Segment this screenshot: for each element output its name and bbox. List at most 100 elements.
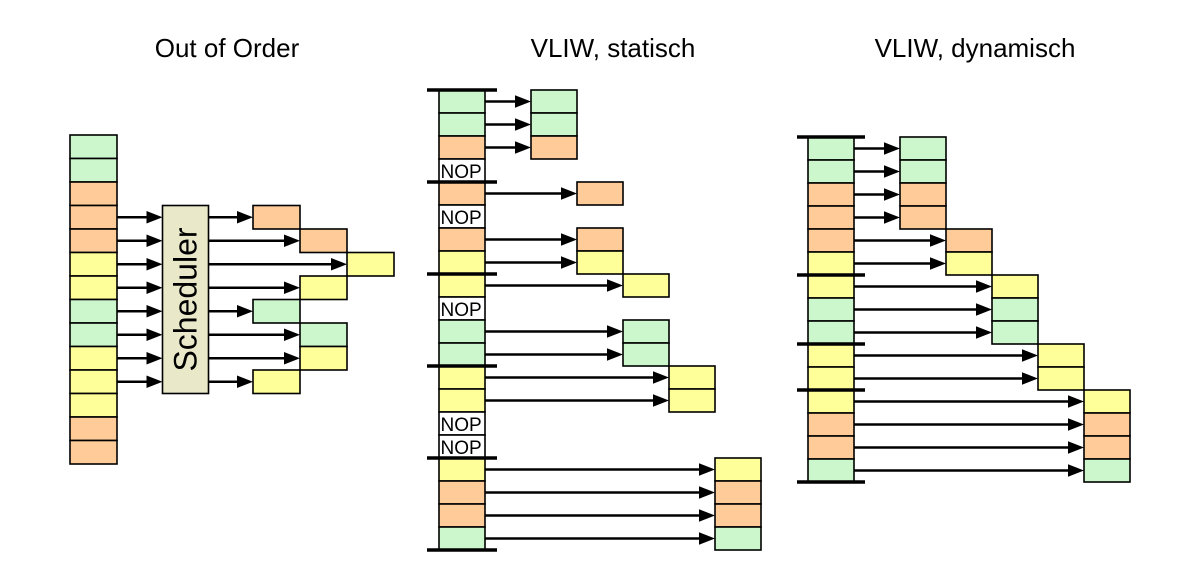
out-of-order-instruction-box <box>69 439 118 465</box>
out-of-order-instruction-box <box>69 322 118 348</box>
out-of-order-instruction-box <box>69 392 118 418</box>
vliw-static-issue-box <box>530 112 578 137</box>
vliw-static-issue-arrow-head <box>561 233 577 246</box>
vliw-static-instruction-box <box>438 273 486 298</box>
panel-title-out-of-order: Out of Order <box>154 33 300 63</box>
vliw-static-issue-arrow-head <box>607 325 623 338</box>
out-of-order-issue-arrow-head <box>237 375 253 388</box>
vliw-static-instruction-box <box>438 503 486 528</box>
vliw-dynamic-issue-arrow-head <box>1022 372 1038 385</box>
vliw-static-instruction-box <box>438 89 486 114</box>
vliw-dynamic-issue-box <box>945 228 993 253</box>
vliw-dynamic-issue-arrow-head <box>1068 441 1084 454</box>
vliw-dynamic-issue-arrow-head <box>930 257 946 270</box>
vliw-dynamic-issue-box <box>899 136 947 161</box>
vliw-dynamic-issue-box <box>1037 343 1085 368</box>
vliw-static-nop-label: NOP <box>441 300 482 321</box>
vliw-dynamic-instruction-box <box>807 136 855 161</box>
vliw-static-issue-arrow-head <box>653 394 669 407</box>
out-of-order-issue-box <box>252 298 301 324</box>
vliw-static-issue-arrow-head <box>561 187 577 200</box>
vliw-dynamic-issue-arrow-head <box>976 303 992 316</box>
vliw-static-issue-box <box>622 319 670 344</box>
out-of-order-instruction-box <box>69 157 118 183</box>
out-of-order-dispatch-arrow-head <box>146 305 163 318</box>
vliw-dynamic-instruction-box <box>807 412 855 437</box>
vliw-static-issue-box <box>530 135 578 160</box>
vliw-static-issue-box <box>714 480 762 505</box>
vliw-static-issue-box <box>622 273 670 298</box>
vliw-static-issue-arrow-head <box>561 256 577 269</box>
vliw-static-issue-box <box>576 181 624 206</box>
vliw-dynamic-issue-arrow-head <box>976 280 992 293</box>
out-of-order-issue-arrow-head <box>284 352 300 365</box>
vliw-dynamic-issue-arrow-head <box>1068 464 1084 477</box>
out-of-order-issue-box <box>346 251 395 277</box>
vliw-dynamic-issue-arrow-head <box>930 234 946 247</box>
vliw-static-instruction-box <box>438 388 486 413</box>
out-of-order-issue-arrow-head <box>237 305 253 318</box>
out-of-order-instruction-box <box>69 181 118 207</box>
out-of-order-dispatch-arrow-head <box>146 258 163 271</box>
out-of-order-issue-box <box>299 228 348 254</box>
vliw-static-instruction-box <box>438 112 486 137</box>
vliw-static-instruction-box <box>438 181 486 206</box>
out-of-order-instruction-box <box>69 251 118 277</box>
out-of-order-issue-box <box>252 369 301 395</box>
vliw-dynamic-issue-arrow-head <box>1068 395 1084 408</box>
out-of-order-issue-arrow-head <box>237 211 253 224</box>
vliw-static-issue-arrow-head <box>515 141 531 154</box>
out-of-order-dispatch-arrow-head <box>146 234 163 247</box>
out-of-order-instruction-box <box>69 134 118 160</box>
out-of-order-issue-arrow-head <box>284 281 300 294</box>
panel-title-vliw-static: VLIW, statisch <box>530 33 696 63</box>
out-of-order-issue-arrow-head <box>284 328 300 341</box>
vliw-static-issue-arrow-head <box>515 95 531 108</box>
out-of-order-dispatch-arrow-head <box>146 328 163 341</box>
vliw-dynamic-issue-box <box>1037 366 1085 391</box>
vliw-dynamic-instruction-box <box>807 228 855 253</box>
vliw-static-issue-arrow-head <box>607 348 623 361</box>
vliw-dynamic-instruction-box <box>807 366 855 391</box>
vliw-dynamic-issue-box <box>1083 412 1131 437</box>
vliw-dynamic-instruction-box <box>807 251 855 276</box>
vliw-static-issue-arrow-head <box>515 118 531 131</box>
out-of-order-dispatch-arrow-head <box>146 281 163 294</box>
vliw-static-nop-label: NOP <box>441 162 482 183</box>
vliw-dynamic-instruction-box <box>807 274 855 299</box>
vliw-static-instruction-box <box>438 457 486 482</box>
vliw-dynamic-issue-box <box>991 274 1039 299</box>
vliw-dynamic-instruction-box <box>807 159 855 184</box>
vliw-static-nop-label: NOP <box>441 208 482 229</box>
vliw-dynamic-instruction-box <box>807 435 855 460</box>
vliw-dynamic-issue-box <box>1083 389 1131 414</box>
out-of-order-scheduler-box <box>161 204 210 395</box>
out-of-order-instruction-box <box>69 298 118 324</box>
vliw-static-issue-arrow-head <box>699 532 715 545</box>
vliw-dynamic-instruction-box <box>807 320 855 345</box>
vliw-dynamic-issue-box <box>991 297 1039 322</box>
vliw-dynamic-issue-arrow-head <box>884 188 900 201</box>
vliw-static-instruction-box <box>438 319 486 344</box>
vliw-static-issue-box <box>714 457 762 482</box>
vliw-static-nop-label: NOP <box>441 415 482 436</box>
vliw-dynamic-issue-box <box>899 182 947 207</box>
vliw-dynamic-issue-arrow-head <box>1022 349 1038 362</box>
vliw-static-instruction-box <box>438 342 486 367</box>
out-of-order-issue-box <box>299 322 348 348</box>
out-of-order-instruction-box <box>69 228 118 254</box>
vliw-static-instruction-box <box>438 365 486 390</box>
vliw-dynamic-issue-arrow-head <box>884 211 900 224</box>
vliw-static-issue-box <box>576 250 624 275</box>
vliw-dynamic-issue-arrow-head <box>884 165 900 178</box>
out-of-order-instruction-box <box>69 416 118 442</box>
vliw-static-issue-box <box>530 89 578 114</box>
out-of-order-dispatch-arrow-head <box>146 352 163 365</box>
vliw-dynamic-issue-arrow-head <box>884 142 900 155</box>
vliw-dynamic-issue-box <box>1083 435 1131 460</box>
vliw-static-issue-arrow-head <box>607 279 623 292</box>
vliw-static-instruction-box <box>438 135 486 160</box>
vliw-dynamic-instruction-box <box>807 182 855 207</box>
